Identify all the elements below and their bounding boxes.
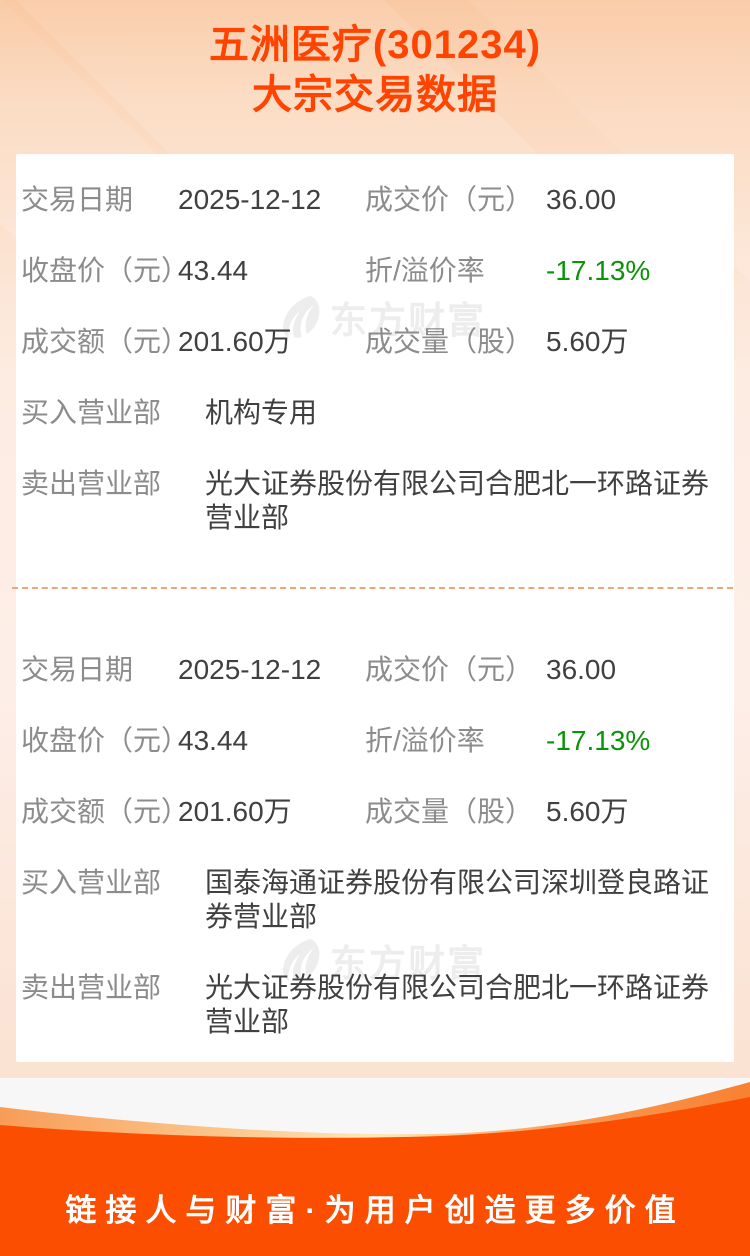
table-row: 收盘价（元） 43.44 折/溢价率 -17.13% bbox=[21, 724, 734, 758]
footer-wave bbox=[0, 1082, 750, 1256]
field-label: 成交额（元） bbox=[21, 326, 190, 357]
field-label: 卖出营业部 bbox=[21, 468, 162, 499]
field-value: 2025-12-12 bbox=[178, 184, 322, 215]
field-label: 交易日期 bbox=[21, 184, 134, 215]
footer-slogan: 链接人与财富·为用户创造更多价值 bbox=[65, 1193, 685, 1228]
trade-data-card: 东方财富 东方财富 交易日期 2025-12-12 成交价（元） 36.00 收… bbox=[12, 154, 734, 1062]
dashed-divider bbox=[12, 587, 733, 589]
field-label: 成交价（元） bbox=[365, 654, 534, 685]
field-label: 收盘价（元） bbox=[21, 725, 190, 756]
table-row: 成交额（元） 201.60万 成交量（股） 5.60万 bbox=[21, 795, 734, 829]
seller-branch-value: 光大证券股份有限公司合肥北一环路证券营业部 bbox=[205, 972, 710, 1037]
trade-record-2: 交易日期 2025-12-12 成交价（元） 36.00 收盘价（元） 43.4… bbox=[16, 589, 734, 1039]
buyer-branch-value: 机构专用 bbox=[205, 397, 318, 428]
field-value: 43.44 bbox=[178, 725, 249, 756]
field-label: 卖出营业部 bbox=[21, 972, 162, 1003]
field-label: 成交价（元） bbox=[365, 184, 534, 215]
field-label: 交易日期 bbox=[21, 654, 134, 685]
premium-rate-value: -17.13% bbox=[546, 255, 651, 286]
seller-branch-row: 卖出营业部 光大证券股份有限公司合肥北一环路证券营业部 bbox=[21, 971, 734, 1039]
field-label: 成交量（股） bbox=[365, 326, 534, 357]
field-label: 买入营业部 bbox=[21, 867, 162, 898]
field-value: 201.60万 bbox=[178, 796, 292, 827]
trade-record-1: 交易日期 2025-12-12 成交价（元） 36.00 收盘价（元） 43.4… bbox=[16, 154, 734, 535]
field-label: 收盘价（元） bbox=[21, 255, 190, 286]
seller-branch-value: 光大证券股份有限公司合肥北一环路证券营业部 bbox=[205, 468, 710, 533]
field-value: 5.60万 bbox=[546, 326, 629, 357]
buyer-branch-row: 买入营业部 国泰海通证券股份有限公司深圳登良路证券营业部 bbox=[21, 866, 734, 934]
field-value: 2025-12-12 bbox=[178, 654, 322, 685]
field-value: 201.60万 bbox=[178, 326, 292, 357]
buyer-branch-value: 国泰海通证券股份有限公司深圳登良路证券营业部 bbox=[205, 867, 710, 932]
premium-rate-value: -17.13% bbox=[546, 725, 651, 756]
table-row: 交易日期 2025-12-12 成交价（元） 36.00 bbox=[21, 183, 734, 217]
page-subtitle: 大宗交易数据 bbox=[252, 73, 498, 117]
buyer-branch-row: 买入营业部 机构专用 bbox=[21, 396, 734, 430]
footer-banner: 链接人与财富·为用户创造更多价值 bbox=[0, 1078, 750, 1256]
field-label: 买入营业部 bbox=[21, 397, 162, 428]
table-row: 收盘价（元） 43.44 折/溢价率 -17.13% bbox=[21, 254, 734, 288]
table-row: 成交额（元） 201.60万 成交量（股） 5.60万 bbox=[21, 325, 734, 359]
field-label: 成交量（股） bbox=[365, 796, 534, 827]
field-value: 5.60万 bbox=[546, 796, 629, 827]
field-value: 36.00 bbox=[546, 654, 617, 685]
field-label: 折/溢价率 bbox=[365, 255, 485, 286]
field-value: 43.44 bbox=[178, 255, 249, 286]
seller-branch-row: 卖出营业部 光大证券股份有限公司合肥北一环路证券营业部 bbox=[21, 467, 734, 535]
field-label: 折/溢价率 bbox=[365, 725, 485, 756]
page-header: 五洲医疗(301234) 大宗交易数据 bbox=[0, 20, 750, 120]
field-label: 成交额（元） bbox=[21, 796, 190, 827]
field-value: 36.00 bbox=[546, 184, 617, 215]
table-row: 交易日期 2025-12-12 成交价（元） 36.00 bbox=[21, 653, 734, 687]
stock-title: 五洲医疗(301234) bbox=[208, 23, 542, 67]
